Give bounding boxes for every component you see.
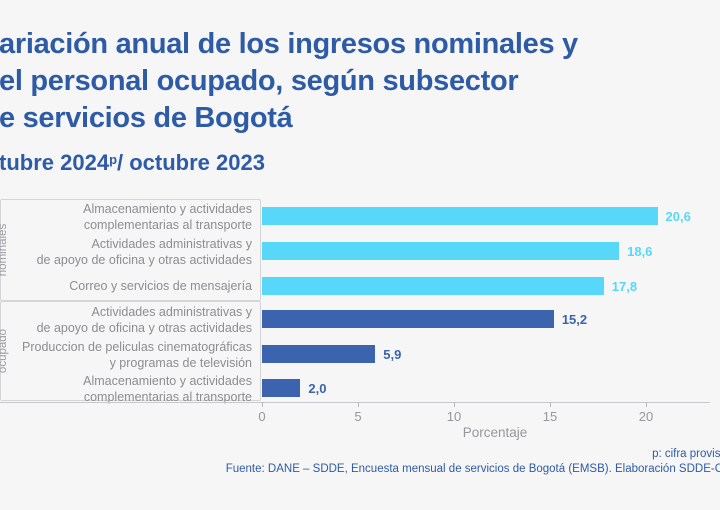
x-tick-mark [646, 402, 647, 407]
category-label-almacenamiento-ocupado: Almacenamiento y actividades complementa… [0, 373, 252, 405]
x-tick-mark [454, 402, 455, 407]
category-label-line: Actividades administrativas y [91, 305, 252, 319]
category-label-line: Produccion de peliculas cinematográficas [22, 340, 252, 354]
bar-ingresos-almacenamiento [262, 207, 658, 225]
ocupado-labels-box [0, 301, 261, 401]
x-axis-title: Porcentaje [462, 425, 528, 440]
category-label-line: Almacenamiento y actividades [83, 374, 252, 388]
subtitle-provisional-marker: p [109, 152, 118, 167]
x-tick-label: 10 [446, 409, 462, 424]
bar-ingresos-correo [262, 277, 604, 295]
ingresos-labels-box [0, 199, 261, 301]
category-label-peliculas-ocupado: Produccion de peliculas cinematográficas… [0, 339, 252, 371]
provisional-note: p: cifra provisi [652, 448, 720, 460]
chart-title-line3: e servicios de Bogotá [0, 102, 293, 134]
bar-ingresos-administrativas [262, 242, 620, 260]
chart-title: ariación anual de los ingresos nominales… [0, 26, 578, 137]
bar-ocupado-peliculas [262, 345, 376, 363]
chart-title-line1: ariación anual de los ingresos nominales… [0, 28, 578, 60]
x-axis-line [0, 402, 710, 403]
source-note: Fuente: DANE – SDDE, Encuesta mensual de… [225, 463, 720, 475]
category-label-line: Almacenamiento y actividades [83, 202, 252, 216]
value-label: 5,9 [383, 346, 402, 362]
x-tick-label: 15 [542, 409, 558, 424]
bar-row: 2,0 [262, 379, 326, 397]
subtitle-comparison-period: / octubre 2023 [117, 150, 265, 175]
bar-ocupado-almacenamiento [262, 379, 301, 397]
bar-row: 5,9 [262, 345, 401, 363]
category-label-line: Actividades administrativas y [91, 237, 252, 251]
chart-title-line2: el personal ocupado, según subsector [0, 65, 519, 97]
category-label-almacenamiento-ingresos: Almacenamiento y actividades complementa… [0, 201, 252, 233]
x-tick-label: 0 [258, 409, 266, 424]
x-tick-label: 20 [638, 409, 654, 424]
category-label-line: de apoyo de oficina y otras actividades [36, 253, 252, 267]
bar-row: 15,2 [262, 310, 587, 328]
subtitle-period: tubre 2024 [0, 150, 110, 175]
x-tick-mark [358, 402, 359, 407]
category-label-administrativas-ocupado: Actividades administrativas y de apoyo d… [0, 304, 252, 336]
category-label-line: Correo y servicios de mensajería [69, 279, 252, 293]
x-tick-mark [262, 402, 263, 407]
bar-row: 18,6 [262, 242, 652, 260]
value-label: 2,0 [308, 380, 327, 396]
x-tick-label: 5 [354, 409, 362, 424]
value-label: 17,8 [611, 278, 638, 294]
category-label-correo-ingresos: Correo y servicios de mensajería [0, 278, 252, 294]
category-label-line: de apoyo de oficina y otras actividades [36, 321, 252, 335]
value-label: 20,6 [665, 208, 691, 224]
category-label-line: complementarias al transporte [83, 218, 252, 232]
category-label-line: y programas de televisión [109, 356, 252, 370]
bar-row: 17,8 [262, 277, 637, 295]
x-tick-mark [550, 402, 551, 407]
bar-row: 20,6 [262, 207, 691, 225]
category-label-administrativas-ingresos: Actividades administrativas y de apoyo d… [0, 236, 252, 268]
bar-ocupado-administrativas [262, 310, 554, 328]
chart-subtitle: tubre 2024p/ octubre 2023 [0, 150, 265, 176]
category-label-line: complementarias al transporte [83, 390, 252, 404]
value-label: 15,2 [561, 311, 588, 327]
value-label: 18,6 [627, 243, 653, 259]
